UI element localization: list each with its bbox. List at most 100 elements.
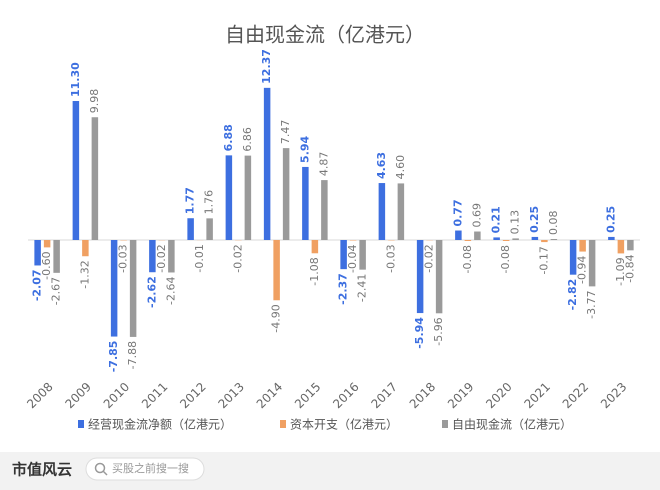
bar (273, 240, 280, 301)
value-label: 12.37 (260, 49, 273, 84)
value-label: -7.88 (126, 341, 139, 369)
search-box[interactable] (85, 457, 205, 481)
bar (244, 155, 252, 240)
search-placeholder: 买股之前搜一搜 (112, 461, 189, 475)
value-label: 0.25 (528, 206, 541, 233)
bar (263, 87, 271, 240)
bar (82, 240, 89, 257)
bar (512, 238, 519, 240)
bar (206, 218, 213, 240)
bar (187, 218, 194, 240)
value-label: 1.77 (184, 187, 197, 214)
value-label: -0.08 (461, 245, 474, 273)
value-label: 0.69 (470, 203, 483, 228)
bar (541, 240, 548, 243)
bar (110, 240, 118, 337)
brand: 市值风云 (12, 461, 72, 479)
bar (311, 240, 319, 254)
bar (378, 183, 386, 240)
legend-label: 资本开支（亿港元） (290, 417, 398, 432)
value-label: -0.60 (40, 251, 53, 279)
bar (579, 240, 586, 252)
value-label: -0.03 (117, 244, 130, 272)
value-label: -0.02 (155, 244, 168, 272)
value-label: -0.04 (346, 244, 359, 272)
bar (493, 237, 500, 240)
value-label: -0.94 (576, 256, 589, 284)
value-label: 0.13 (509, 210, 522, 235)
bar (225, 155, 233, 240)
value-label: -2.37 (337, 273, 350, 305)
value-label: -2.82 (566, 279, 579, 311)
bar (397, 183, 405, 240)
bar (608, 236, 615, 240)
value-label: 0.08 (547, 211, 560, 236)
value-label: -0.03 (384, 244, 397, 272)
value-label: -5.96 (432, 317, 445, 345)
value-label: -5.94 (413, 317, 426, 349)
value-label: -0.02 (231, 244, 244, 272)
bar (129, 240, 137, 337)
value-label: 11.30 (69, 62, 82, 97)
value-label: -2.41 (356, 274, 369, 302)
value-label: 7.47 (279, 120, 292, 145)
value-label: -0.01 (193, 244, 206, 272)
value-label: 0.25 (604, 206, 617, 233)
search-icon-handle (102, 470, 108, 476)
bar (588, 240, 596, 287)
search-icon (94, 462, 106, 474)
value-label: -1.09 (614, 257, 627, 285)
value-label: 4.60 (394, 155, 407, 180)
value-label: 6.88 (222, 124, 235, 151)
legend-swatch (280, 420, 286, 428)
bar (502, 240, 510, 241)
bar (627, 240, 634, 251)
bar (53, 240, 60, 273)
legend-swatch (78, 420, 84, 428)
bar (302, 166, 309, 240)
bar (474, 231, 481, 240)
chart-background (0, 0, 660, 452)
legend-swatch (442, 420, 448, 428)
value-label: 6.86 (241, 127, 254, 152)
value-label: 4.63 (375, 152, 388, 179)
bar (91, 117, 99, 240)
value-label: -4.90 (270, 304, 283, 332)
bar (359, 240, 366, 270)
value-label: 9.98 (88, 89, 101, 114)
bar (282, 148, 290, 240)
value-label: 4.87 (317, 152, 330, 177)
value-label: 0.21 (490, 206, 503, 233)
bar (321, 180, 328, 240)
value-label: -0.02 (423, 244, 436, 272)
legend-label: 经营现金流净额（亿港元） (88, 417, 232, 432)
bar (464, 240, 472, 241)
value-label: -2.62 (145, 276, 158, 308)
value-label: 0.77 (451, 199, 464, 226)
bar (72, 101, 80, 240)
value-label: -2.67 (50, 277, 63, 305)
value-label: -3.77 (585, 290, 598, 318)
value-label: -0.17 (537, 246, 550, 274)
value-label: -2.64 (164, 276, 177, 304)
bar (550, 239, 558, 240)
value-label: -2.07 (31, 269, 44, 301)
bar (34, 240, 41, 266)
bar (569, 240, 577, 275)
bar (149, 240, 156, 273)
bar (168, 240, 175, 273)
bar (435, 240, 443, 314)
bar (531, 236, 539, 240)
value-label: -7.85 (107, 341, 120, 373)
value-label: 1.76 (203, 190, 216, 215)
value-label: -1.32 (78, 260, 91, 288)
legend-label: 自由现金流（亿港元） (452, 417, 572, 432)
value-label: 5.94 (298, 135, 311, 162)
bar (455, 230, 462, 240)
value-label: -0.08 (499, 245, 512, 273)
bar (416, 240, 424, 314)
chart-title: 自由现金流（亿港元） (225, 23, 425, 47)
bar (340, 240, 347, 270)
